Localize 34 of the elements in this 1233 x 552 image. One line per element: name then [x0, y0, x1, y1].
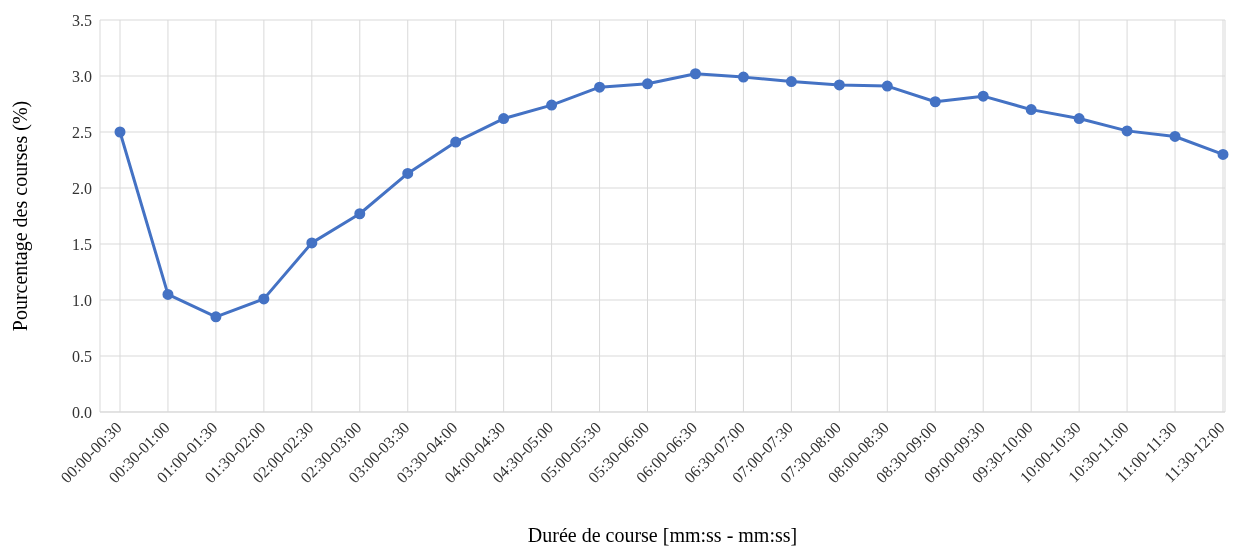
- point: [258, 293, 270, 305]
- y-tick-label: 0.5: [72, 347, 92, 365]
- point: [977, 90, 989, 102]
- point: [546, 99, 558, 111]
- point: [450, 136, 462, 148]
- point: [929, 96, 941, 108]
- point: [689, 68, 701, 80]
- y-axis-title: Pourcentage des courses (%): [9, 100, 33, 332]
- point: [1217, 148, 1229, 160]
- point: [1169, 130, 1181, 142]
- point: [306, 237, 318, 249]
- y-tick-label: 1.0: [72, 291, 92, 309]
- point: [881, 80, 893, 92]
- point: [1121, 125, 1133, 137]
- point: [833, 79, 845, 91]
- point: [162, 288, 174, 300]
- point: [114, 126, 126, 138]
- point: [354, 208, 366, 220]
- y-tick-label: 1.5: [72, 235, 92, 253]
- point: [498, 113, 510, 125]
- y-tick-label: 3.0: [72, 67, 92, 85]
- point: [1073, 113, 1085, 125]
- x-axis-title: Durée de course [mm:ss - mm:ss]: [527, 524, 798, 546]
- y-tick-label: 2.0: [72, 179, 92, 197]
- point: [642, 78, 654, 90]
- y-tick-label: 2.5: [72, 123, 92, 141]
- point: [210, 311, 222, 323]
- point: [594, 81, 606, 93]
- point: [1025, 104, 1037, 116]
- point: [737, 71, 749, 83]
- y-tick-label: 0.0: [72, 403, 92, 421]
- point: [402, 167, 414, 179]
- point: [785, 76, 797, 88]
- y-tick-label: 3.5: [72, 11, 92, 29]
